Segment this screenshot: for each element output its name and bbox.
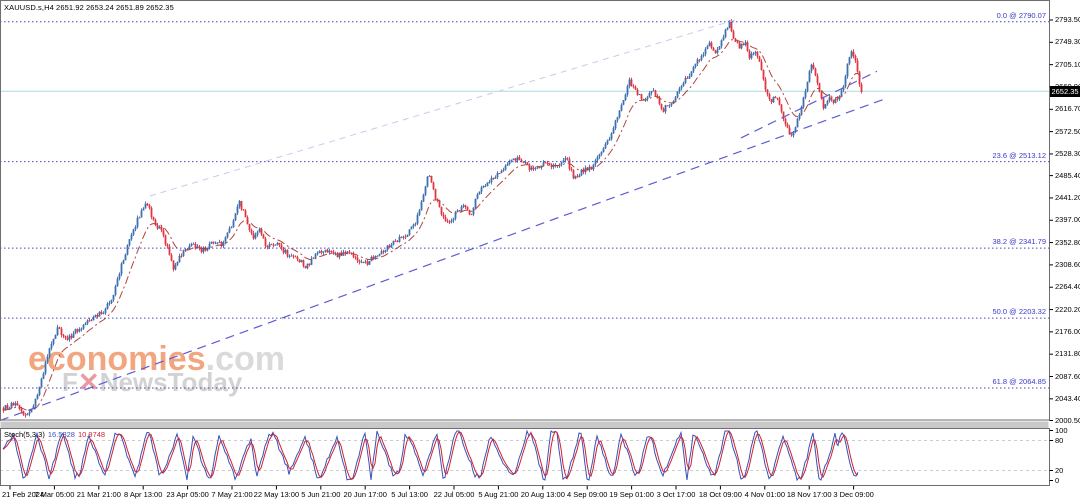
time-axis-label: 22 Jul 05:00 <box>433 489 475 499</box>
logo-brand-text: economies <box>28 340 206 378</box>
time-axis-label: 5 Jun 21:00 <box>301 489 341 499</box>
time-axis-label: 5 Jul 13:00 <box>391 489 428 499</box>
price-axis-label: 2043.40 <box>1055 393 1080 403</box>
current-price-tag: 2652.35 <box>1050 85 1080 97</box>
symbol-title: XAUUSD.s,H4 2651.92 2653.24 2651.89 2652… <box>4 3 174 12</box>
time-axis-label: 19 Sep 01:00 <box>609 489 654 499</box>
secondary-uptrend-support[interactable] <box>740 70 878 139</box>
time-axis-label: 3 Dec 09:00 <box>833 489 874 499</box>
price-axis-label: 2441.20 <box>1055 192 1080 202</box>
time-axis-label: 7 Mar 05:00 <box>34 489 75 499</box>
price-axis-label: 2220.20 <box>1055 304 1080 314</box>
fib-level-label-38.2: 38.2 @ 2341.79 <box>992 237 1047 247</box>
time-axis-label: 5 Aug 21:00 <box>478 489 519 499</box>
price-axis-label: 2264.40 <box>1055 282 1080 292</box>
panel-separator[interactable] <box>0 421 1049 429</box>
fx-prefix: F <box>62 367 78 397</box>
fx-newstoday-logo: F✕NewsToday <box>62 367 242 398</box>
stoch-d-line <box>2 430 859 480</box>
stoch-axis-label: 80 <box>1055 435 1064 445</box>
x-mark-icon: ✕ <box>77 367 100 397</box>
time-axis-label: 22 May 13:00 <box>253 489 300 499</box>
time-axis-label: 4 Sep 09:00 <box>566 489 608 499</box>
price-axis-label: 2087.60 <box>1055 371 1080 381</box>
time-axis-label: 18 Oct 09:00 <box>698 489 742 499</box>
logo-domain-text: .com <box>205 340 285 378</box>
stoch-k-value: 16.5828 <box>47 430 75 439</box>
main-panel-border <box>0 0 1050 421</box>
time-axis-label: 23 Apr 05:00 <box>166 489 209 499</box>
stoch-axis-label: 100 <box>1055 425 1068 435</box>
economies-com-logo: economies.com <box>28 340 285 379</box>
moving-average-line <box>3 39 862 412</box>
price-axis-label: 2397.00 <box>1055 215 1080 225</box>
stochastic-indicator-label: Stoch(5,3,3) 16.5828 10.9748 <box>4 430 108 439</box>
time-axis-label: 18 Nov 17:00 <box>786 489 832 499</box>
price-axis-label: 2131.80 <box>1055 349 1080 359</box>
time-axis-label: 7 May 21:00 <box>211 489 253 499</box>
stoch-name: Stoch(5,3,3) <box>4 430 45 439</box>
upper-channel-line[interactable] <box>149 19 737 197</box>
stoch-k-line <box>2 429 859 482</box>
stoch-panel-border <box>0 428 1050 486</box>
time-axis-label: 21 Mar 21:00 <box>76 489 121 499</box>
stoch-axis-label: 20 <box>1055 465 1064 475</box>
price-axis-label: 2572.50 <box>1055 126 1080 136</box>
fib-level-label-50.0: 50.0 @ 2203.32 <box>992 307 1047 317</box>
primary-uptrend-support[interactable] <box>0 97 887 422</box>
fib-level-label-61.8: 61.8 @ 2064.85 <box>992 377 1047 386</box>
stoch-d-value: 10.9748 <box>77 430 106 439</box>
candles-group <box>2 19 863 418</box>
price-axis-label: 2308.60 <box>1055 259 1080 269</box>
price-axis-label: 2176.00 <box>1055 326 1080 336</box>
time-axis-label: 3 Oct 17:00 <box>656 489 696 499</box>
time-axis-label: 20 Aug 13:00 <box>520 489 565 499</box>
fib-level-label-23.6: 23.6 @ 2513.12 <box>992 150 1047 160</box>
time-axis-label: 21 Feb 2024 <box>2 489 45 499</box>
time-axis-label: 4 Nov 01:00 <box>744 489 786 499</box>
price-axis-label: 2485.40 <box>1055 170 1080 180</box>
price-axis-label: 2749.30 <box>1055 37 1080 47</box>
stoch-axis-label: 0 <box>1055 475 1060 485</box>
price-axis-label: 2793.50 <box>1055 15 1080 24</box>
fib-level-label-0.0: 0.0 @ 2790.07 <box>996 10 1046 20</box>
price-axis-label: 2616.70 <box>1055 104 1080 114</box>
time-axis-label: 8 Apr 13:00 <box>124 489 163 499</box>
price-axis-label: 2705.10 <box>1055 59 1080 69</box>
time-axis-label: 20 Jun 17:00 <box>343 489 387 499</box>
price-axis-label: 2528.30 <box>1055 148 1080 158</box>
price-axis-label: 2352.80 <box>1055 237 1080 247</box>
price-axis-label: 2000.50 <box>1055 415 1080 425</box>
newstoday-text: NewsToday <box>99 367 243 397</box>
